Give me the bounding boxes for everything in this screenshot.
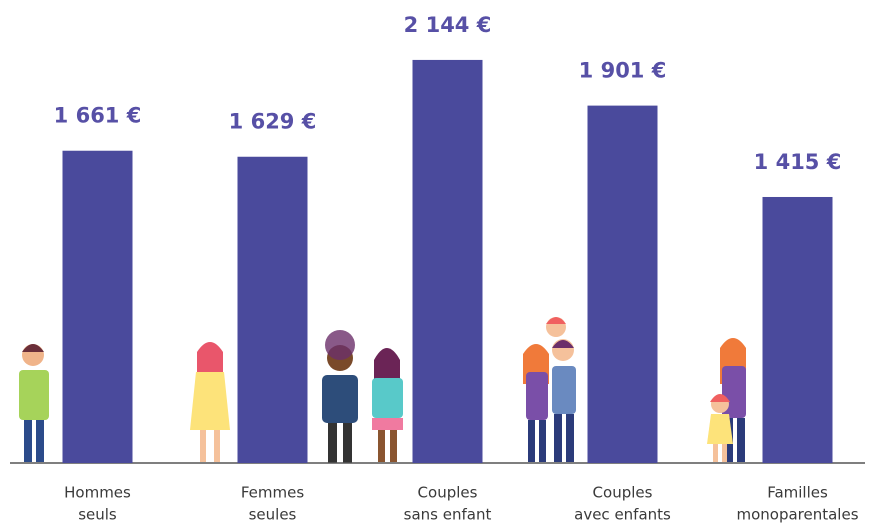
- bar: [237, 156, 308, 464]
- person-figure: [322, 330, 403, 463]
- x-tick-label: seuls: [78, 506, 117, 523]
- value-label: 1 415 €: [754, 150, 842, 174]
- value-label: 1 901 €: [579, 59, 667, 83]
- person-figure: [190, 342, 230, 462]
- x-tick-label: Couples: [593, 484, 653, 502]
- person-figure: [523, 317, 576, 462]
- x-tick-label: Hommes: [64, 484, 131, 502]
- x-tick-label: Familles: [767, 484, 828, 502]
- value-label: 1 661 €: [54, 104, 142, 128]
- value-label: 1 629 €: [229, 110, 317, 134]
- x-tick-label: monoparentales: [736, 506, 858, 523]
- bar: [412, 59, 483, 463]
- bar: [587, 105, 658, 463]
- bar: [762, 196, 833, 464]
- x-tick-label: avec enfants: [574, 506, 671, 523]
- person-figure: [19, 344, 49, 462]
- bar: [62, 150, 133, 463]
- x-tick-label: sans enfant: [404, 506, 492, 523]
- x-tick-label: Couples: [418, 484, 478, 502]
- person-figure: [707, 338, 746, 462]
- x-tick-label: Femmes: [241, 484, 304, 502]
- value-label: 2 144 €: [404, 13, 492, 37]
- illustrations: [19, 317, 746, 463]
- x-tick-label: seules: [249, 506, 297, 523]
